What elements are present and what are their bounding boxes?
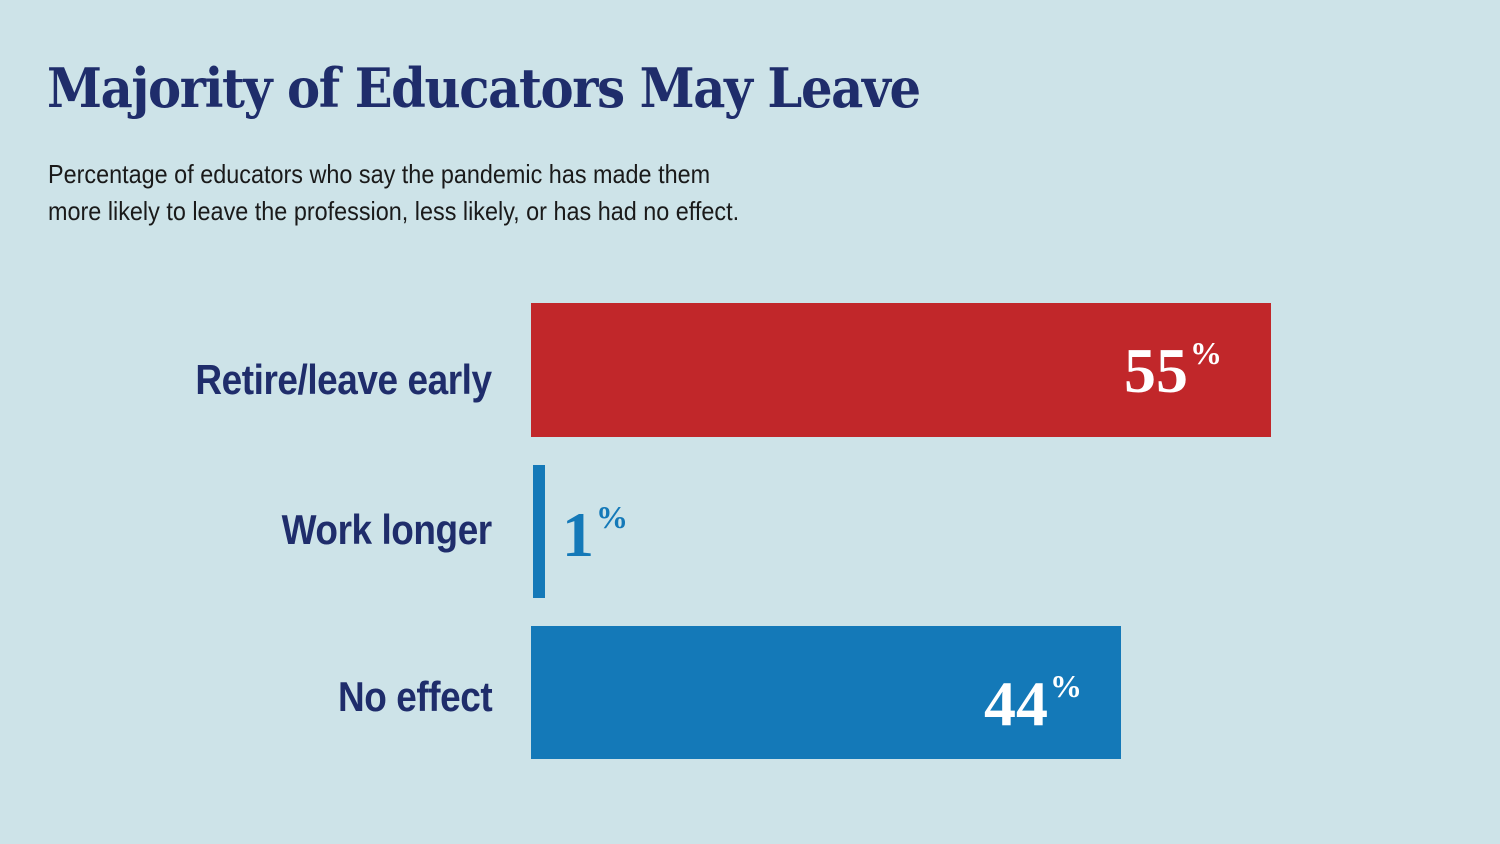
- chart-title: Majority of Educators May Leave: [47, 56, 921, 120]
- bar-no-effect: [531, 626, 1121, 759]
- bar-label-no-effect: No effect: [337, 673, 493, 720]
- value-unit: %: [596, 499, 628, 535]
- bar-label-work-longer: Work longer: [281, 506, 493, 553]
- chart-subtitle: Percentage of educators who say the pand…: [48, 156, 903, 230]
- value-number: 44: [984, 668, 1048, 739]
- bar-work-longer: [533, 465, 545, 598]
- value-unit: %: [1050, 668, 1082, 704]
- value-number: 1: [562, 499, 594, 570]
- value-label-no-effect: 44%: [984, 670, 1082, 736]
- value-label-retire-leave-early: 55%: [1124, 337, 1222, 403]
- value-label-work-longer: 1%: [562, 501, 628, 567]
- subtitle-line-1: Percentage of educators who say the pand…: [48, 159, 711, 189]
- value-unit: %: [1190, 335, 1222, 371]
- value-number: 55: [1124, 335, 1188, 406]
- bar-label-retire-leave-early: Retire/leave early: [195, 356, 493, 403]
- bar-retire-leave-early: [531, 303, 1271, 437]
- subtitle-line-2: more likely to leave the profession, les…: [48, 196, 740, 226]
